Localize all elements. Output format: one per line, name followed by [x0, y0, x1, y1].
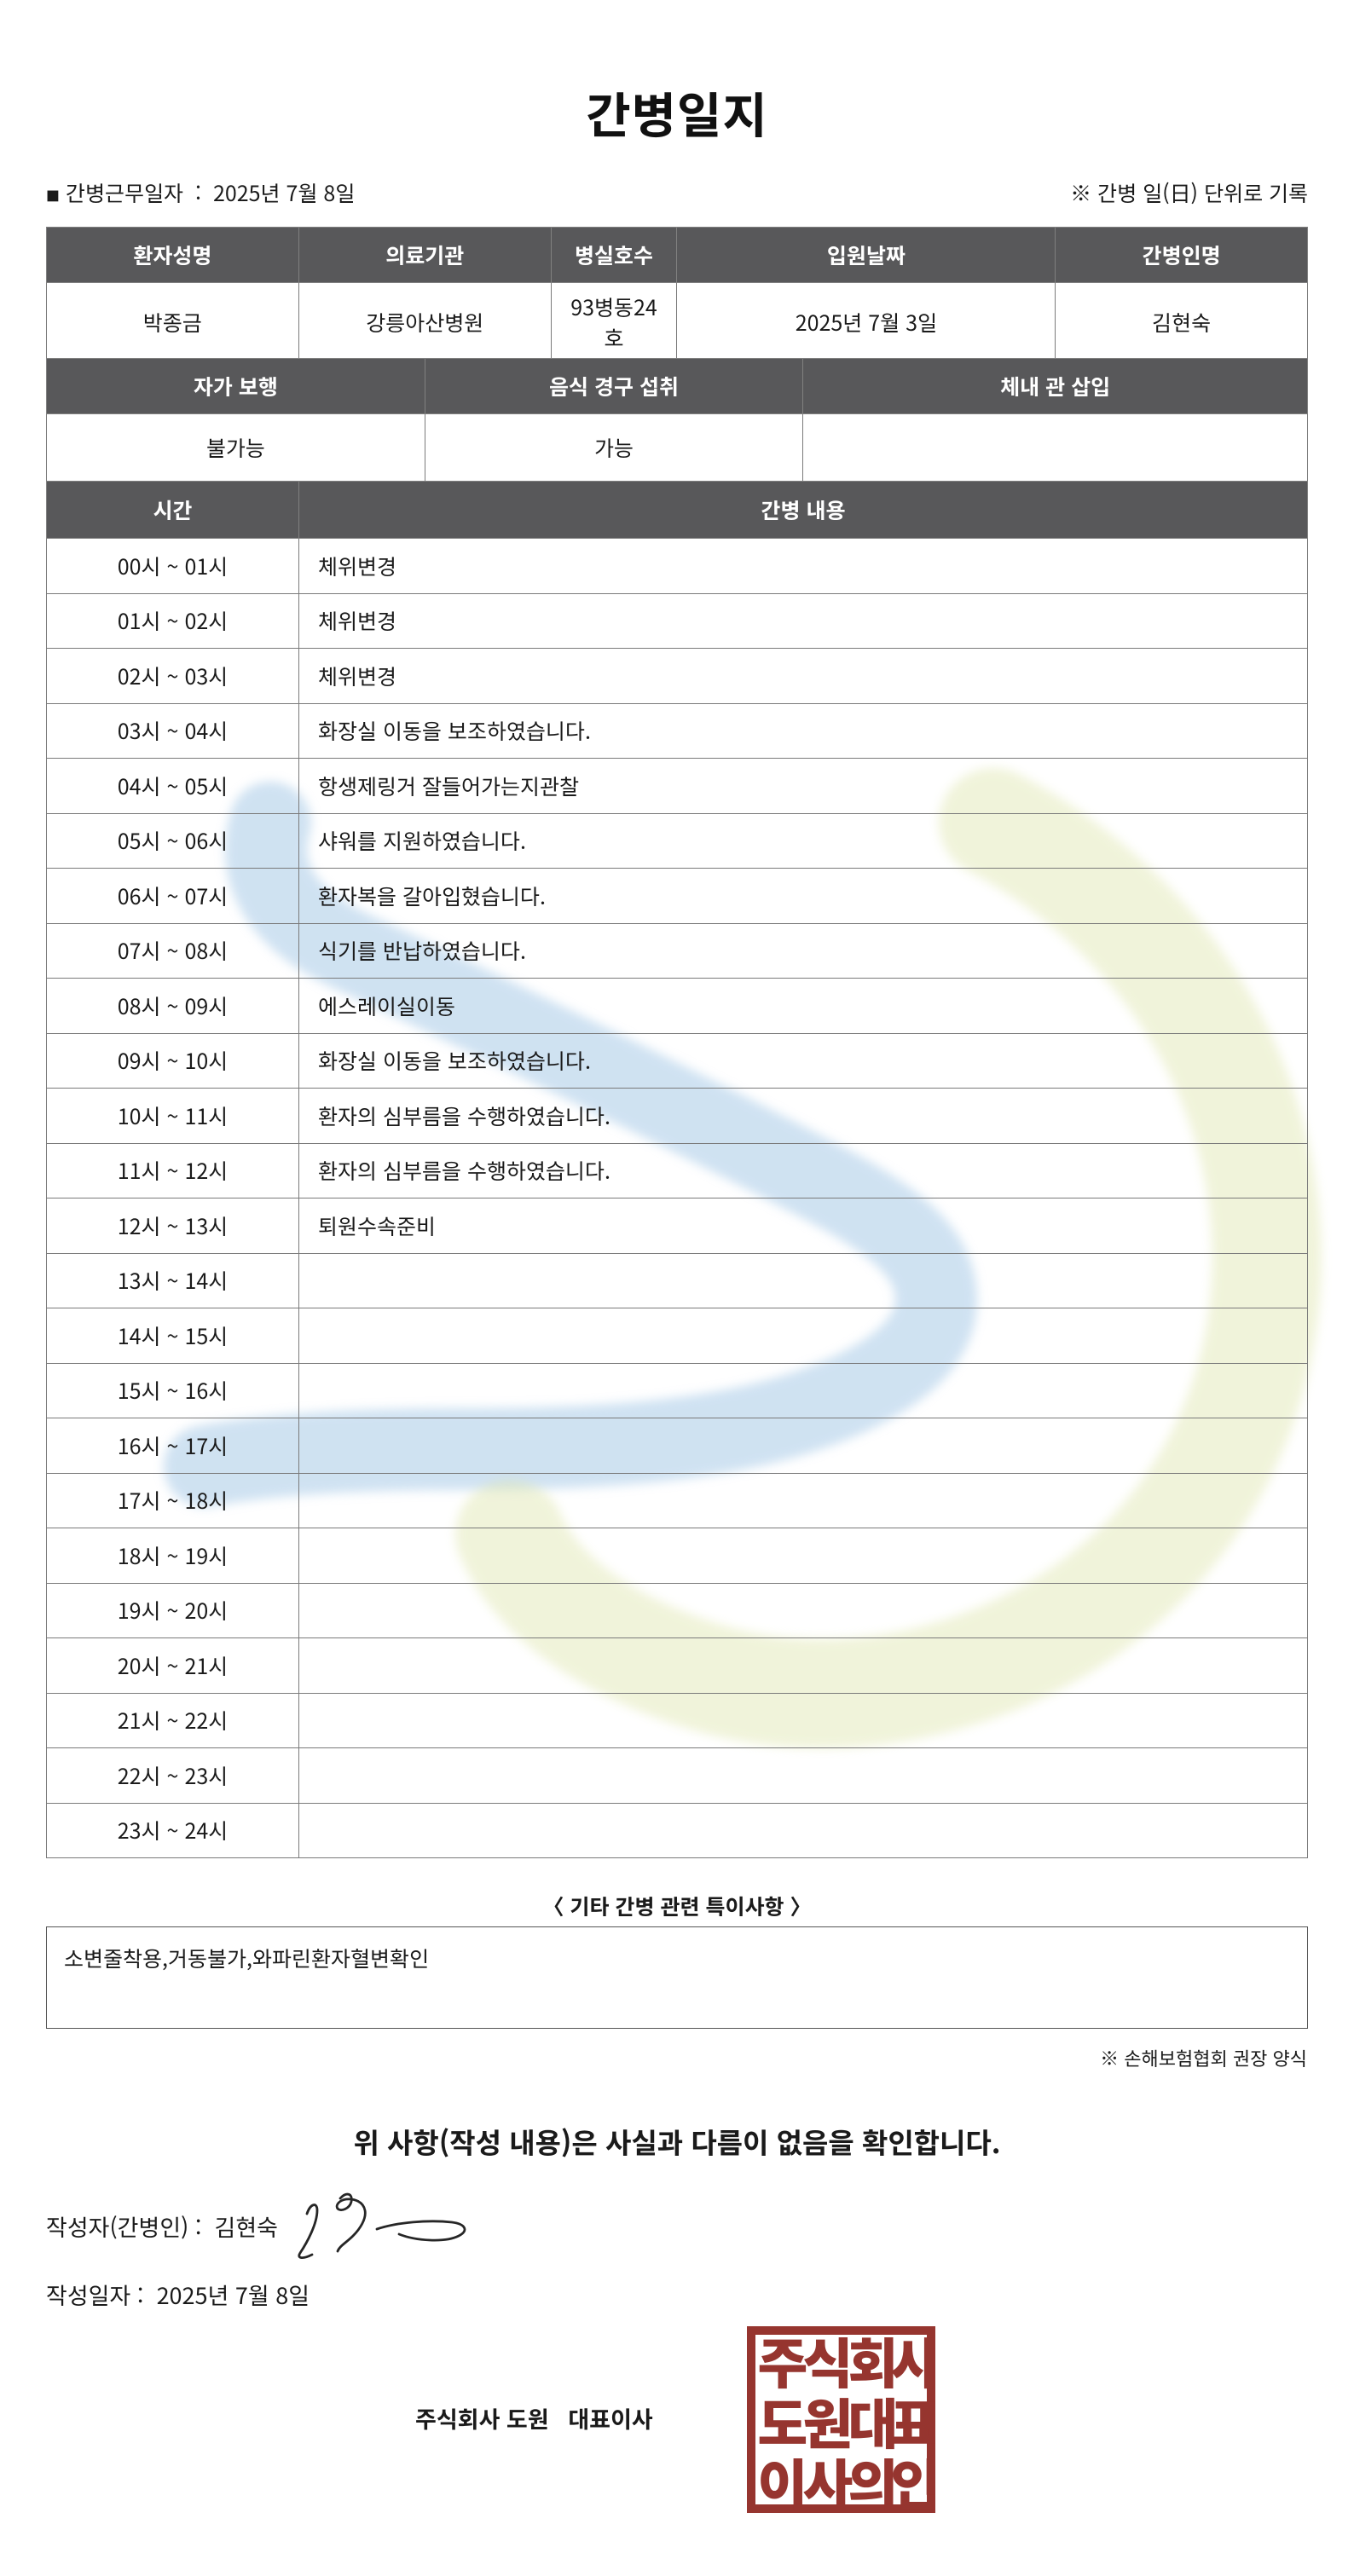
svg-text:사: 사	[803, 2442, 853, 2513]
svg-text:이: 이	[758, 2442, 805, 2513]
svg-text:인: 인	[891, 2442, 935, 2513]
svg-text:의: 의	[848, 2442, 895, 2513]
